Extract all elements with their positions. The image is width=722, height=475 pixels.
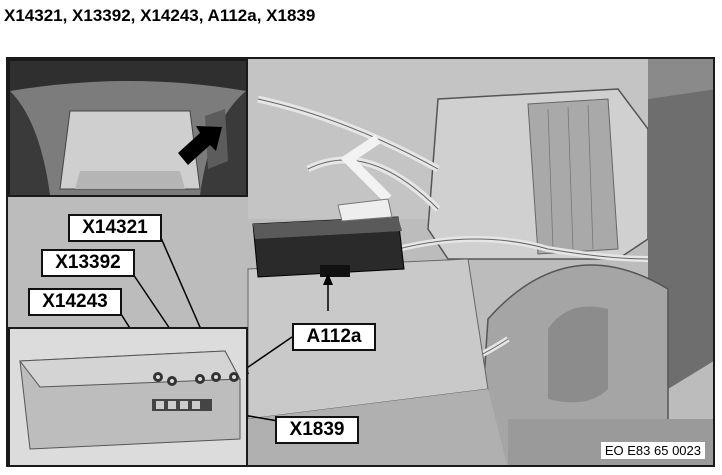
control-module-box bbox=[427, 88, 649, 260]
label-x14243: X14243 bbox=[28, 288, 122, 316]
arrow-icon bbox=[178, 126, 222, 165]
connector-closeup-drawing bbox=[10, 329, 246, 465]
connector-x1839 bbox=[152, 399, 212, 411]
connector-x14243 bbox=[153, 372, 177, 386]
connector-closeup-inset bbox=[8, 327, 248, 465]
connector-a112a bbox=[229, 372, 239, 382]
trunk-overview-inset bbox=[8, 59, 248, 197]
component-location-illustration: X14321 X13392 X14243 A112a X1839 EO E83 … bbox=[6, 57, 715, 467]
label-x14321: X14321 bbox=[68, 214, 162, 242]
connector-x14321 bbox=[211, 372, 221, 382]
figure-code: EO E83 65 0023 bbox=[600, 442, 705, 459]
connector-x13392 bbox=[195, 374, 205, 384]
label-x1839: X1839 bbox=[275, 416, 359, 444]
label-x13392: X13392 bbox=[41, 249, 135, 277]
trunk-overview-drawing bbox=[10, 61, 246, 195]
page-title: X14321, X13392, X14243, A112a, X1839 bbox=[4, 6, 316, 25]
label-a112a: A112a bbox=[292, 323, 376, 351]
a112a-module bbox=[252, 198, 405, 278]
